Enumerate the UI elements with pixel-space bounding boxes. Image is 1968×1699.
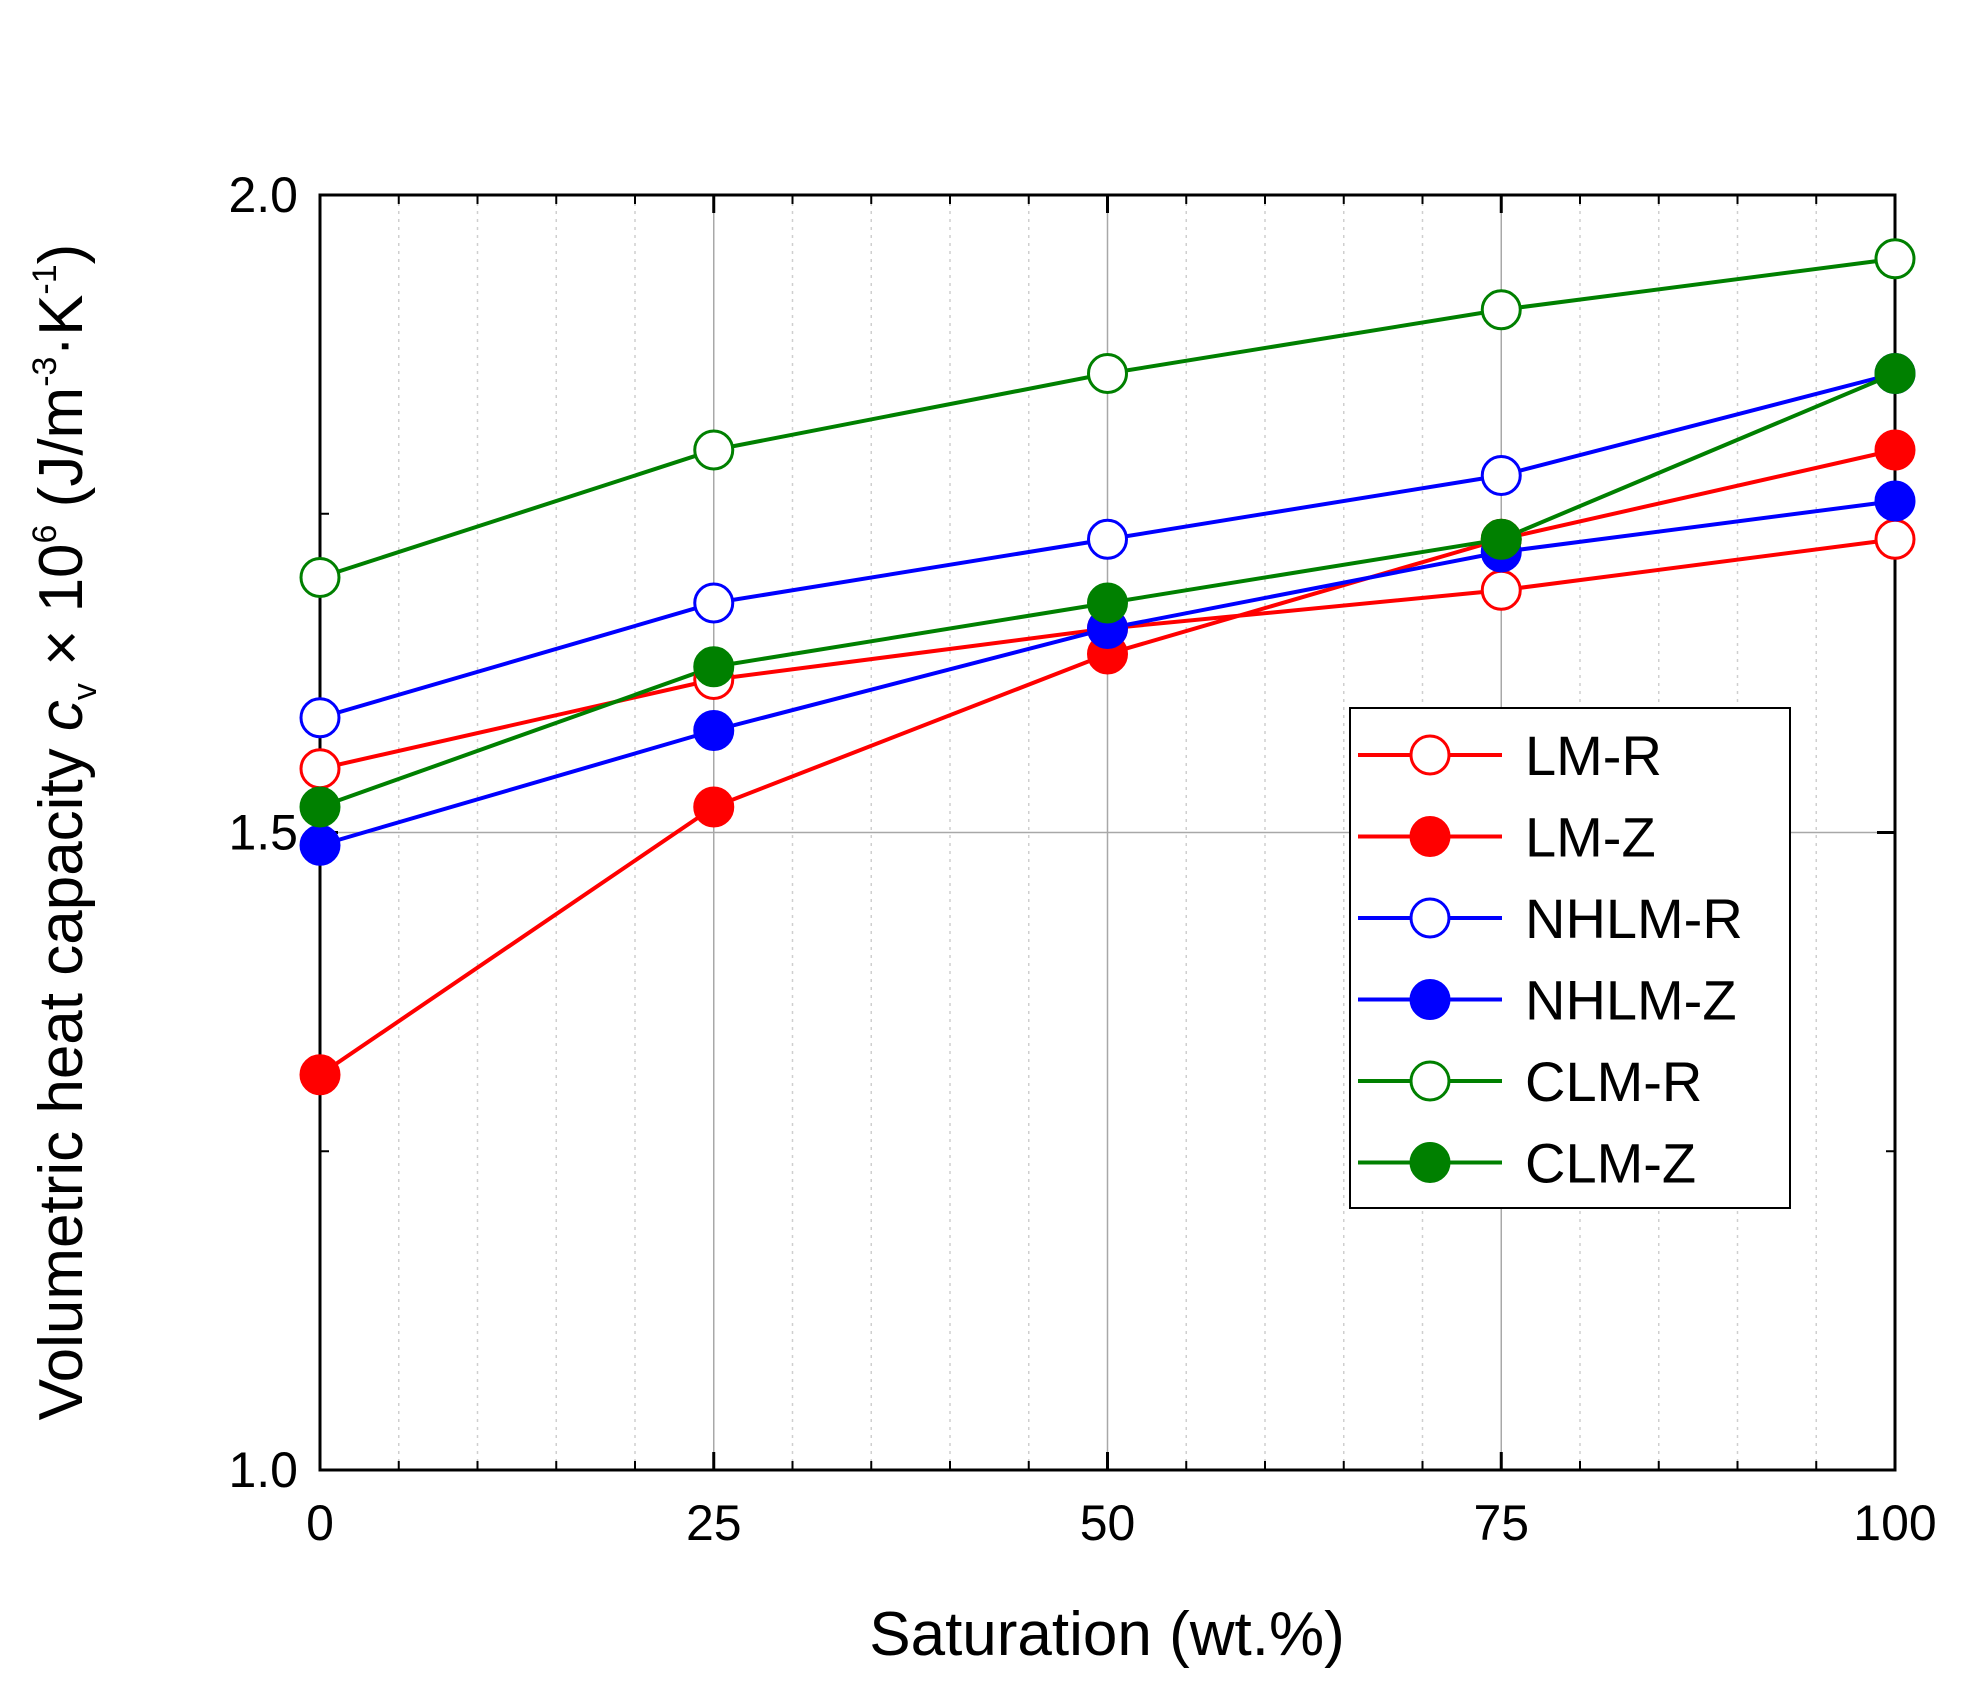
legend-marker xyxy=(1409,816,1451,857)
data-point xyxy=(1087,518,1128,560)
y-axis-title-unit-open: (J/m xyxy=(27,387,96,525)
x-tick-label: 25 xyxy=(686,1495,742,1551)
data-point xyxy=(1480,518,1522,560)
series-group xyxy=(299,238,1916,1096)
y-axis-title-unit-exp1: -3 xyxy=(26,357,64,387)
legend-box xyxy=(1349,707,1791,1209)
data-point xyxy=(1874,480,1916,522)
legend-label: LM-Z xyxy=(1525,806,1656,869)
data-point xyxy=(1874,518,1916,560)
legend-label: LM-R xyxy=(1525,724,1662,787)
data-point xyxy=(1480,289,1522,331)
legend-marker xyxy=(1409,979,1451,1020)
data-point xyxy=(299,824,341,866)
data-point xyxy=(299,697,341,739)
y-axis-title: Volumetric heat capacity cv × 106 (J/m-3… xyxy=(26,244,104,1421)
data-point xyxy=(1874,353,1916,394)
x-tick-label: 50 xyxy=(1080,1495,1136,1551)
data-point xyxy=(693,582,735,624)
data-point xyxy=(1480,455,1522,496)
y-tick-labels: 1.0 1.5 2.0 xyxy=(228,167,298,1498)
y-axis-title-prefix: Volumetric heat capacity xyxy=(27,731,96,1420)
legend-marker xyxy=(1409,1142,1451,1183)
data-point xyxy=(299,748,341,790)
x-tick-labels: 0 25 50 75 100 xyxy=(306,1495,1937,1551)
y-axis-title-subscript: v xyxy=(66,683,104,700)
legend-label: NHLM-R xyxy=(1525,887,1743,950)
y-tick-label: 1.5 xyxy=(228,805,298,861)
legend: LM-R LM-Z NHLM-R NHLM-Z CLM-R CLM-Z xyxy=(1349,707,1791,1209)
y-tick-label: 1.0 xyxy=(228,1442,298,1498)
y-axis-title-unit-mid: ·K xyxy=(27,295,96,357)
y-tick-label: 2.0 xyxy=(228,167,298,223)
data-point xyxy=(1087,582,1128,624)
x-axis-title: Saturation (wt.%) xyxy=(869,1600,1345,1669)
x-tick-label: 0 xyxy=(306,1495,334,1551)
data-point xyxy=(693,710,735,751)
data-point xyxy=(299,786,341,828)
data-point xyxy=(1874,238,1916,280)
x-tick-label: 75 xyxy=(1473,1495,1529,1551)
data-point xyxy=(1874,429,1916,471)
y-axis-title-exponent: 6 xyxy=(26,525,64,544)
data-point xyxy=(693,429,735,471)
legend-marker xyxy=(1409,734,1451,776)
y-axis-title-unit-close: ) xyxy=(27,244,96,265)
legend-label: CLM-R xyxy=(1525,1050,1702,1113)
x-tick-label: 100 xyxy=(1853,1495,1936,1551)
legend-marker xyxy=(1409,897,1451,939)
legend-marker xyxy=(1409,1060,1451,1102)
data-point xyxy=(299,1054,341,1096)
data-point xyxy=(1087,353,1128,394)
y-axis-title-symbol: c xyxy=(27,700,96,731)
y-axis-title-unit-exp2: -1 xyxy=(26,264,64,294)
legend-label: NHLM-Z xyxy=(1525,969,1737,1032)
data-point xyxy=(1480,569,1522,611)
data-point xyxy=(693,786,735,828)
data-point xyxy=(693,646,735,688)
y-axis-title-times: × 10 xyxy=(27,543,96,683)
legend-label: CLM-Z xyxy=(1525,1132,1696,1195)
data-point xyxy=(299,557,341,598)
